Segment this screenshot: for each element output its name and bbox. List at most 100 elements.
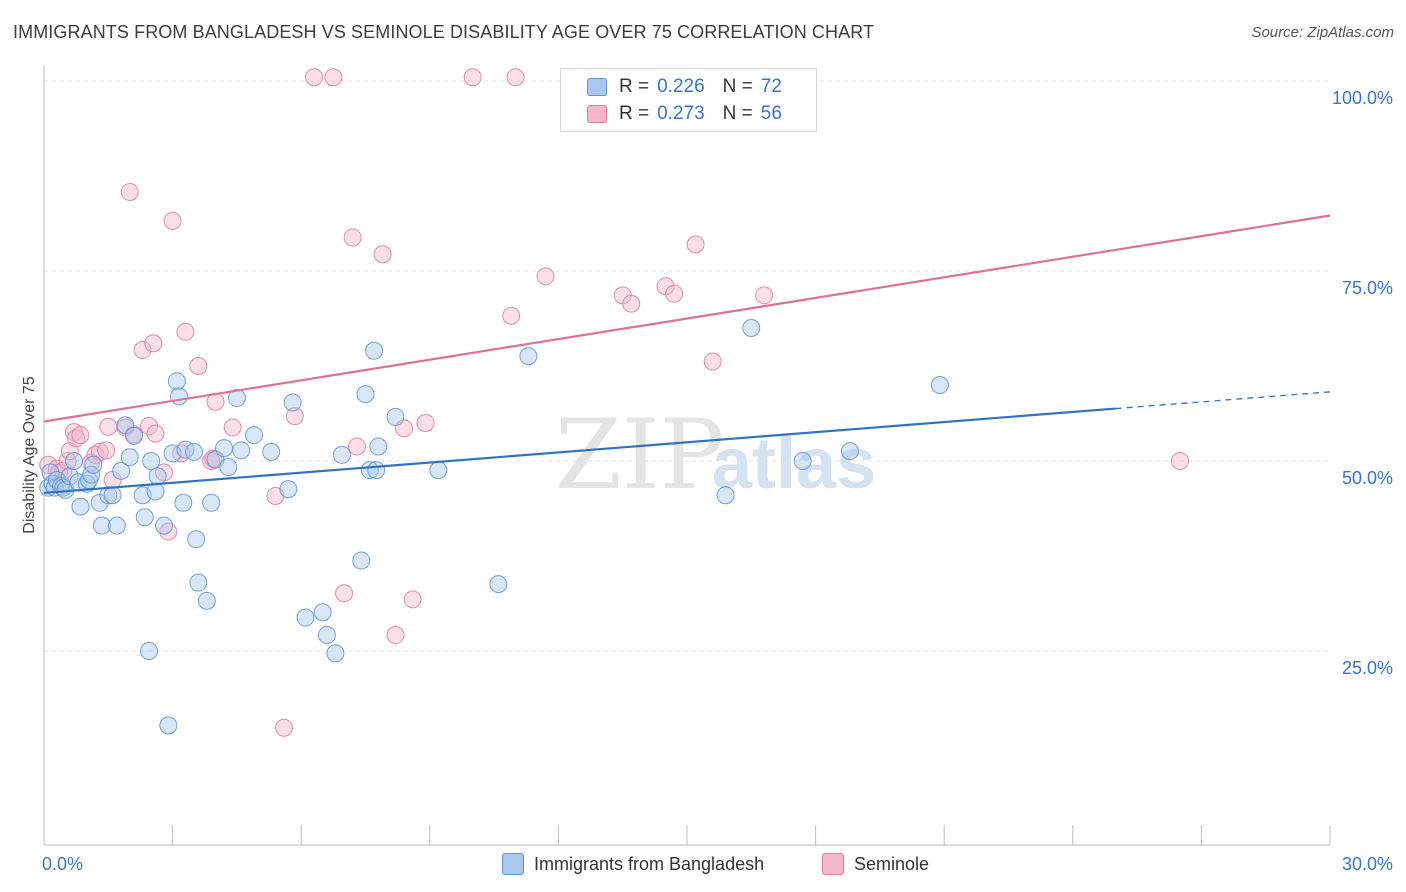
bangladesh-point [187,530,206,549]
seminole-point [622,294,641,313]
seminole-point [133,341,152,360]
bangladesh-point [386,407,405,426]
seminole-point [347,437,366,456]
bangladesh-point [185,442,204,461]
seminole-point [305,68,324,87]
bangladesh-point [429,461,448,480]
seminole-point [502,306,521,325]
seminole-point [703,352,722,371]
seminole-point [343,228,362,247]
seminole-point [373,245,392,264]
watermark-atlas: atlas [712,424,876,504]
bangladesh-point [219,458,238,477]
bangladesh-trend-extension [1115,391,1331,410]
bangladesh-point [367,461,386,480]
watermark-zip: ZIP [555,399,724,511]
bangladesh-point [356,385,375,404]
bottom-legend-swatch-pink [822,853,844,875]
source-credit: Source: ZipAtlas.com [1251,24,1394,41]
bottom-legend-label: Immigrants from Bangladesh [534,853,765,874]
bangladesh-point [148,467,167,486]
legend-r-value: 0.226 [657,76,705,97]
bangladesh-point [716,486,735,505]
bangladesh-point [120,448,139,467]
x-tick-label: 0.0% [42,854,83,874]
bangladesh-point [135,508,154,527]
bangladesh-trend-line [43,407,1116,495]
seminole-point [386,626,405,645]
bangladesh-point [197,591,216,610]
legend-r-label: R = [619,103,650,124]
seminole-point [416,414,435,432]
y-axis-label: Disability Age Over 75 [21,376,38,534]
seminole-point [99,417,118,436]
bangladesh-point [262,442,281,461]
trend-lines [43,214,1331,495]
x-tick-label: 30.0% [1342,854,1393,874]
seminole-point [324,68,343,87]
seminole-point [140,417,159,436]
bangladesh-point [365,341,384,360]
bangladesh-point [125,426,144,445]
bangladesh-point [103,486,122,505]
bangladesh-point [283,393,302,412]
seminole-point [755,286,774,305]
bangladesh-point [296,608,315,627]
bottom-legend-bangladesh: Immigrants from Bangladesh [502,852,764,876]
legend-row-bangladesh: R = 0.226 N = 72 [587,75,782,99]
seminole-point [176,322,195,341]
legend-r-label: R = [619,76,650,97]
bangladesh-point [155,516,174,535]
seminole-trend-line [43,214,1331,423]
legend-r-value: 0.273 [657,103,705,124]
bangladesh-point [112,461,131,480]
seminole-point [223,418,242,437]
seminole-point [163,211,182,230]
bangladesh-point [840,442,859,461]
bottom-legend-seminole: Seminole [822,852,929,876]
bangladesh-point [352,551,371,570]
watermark: ZIP atlas [555,399,876,511]
bangladesh-point [215,439,234,458]
legend-row-seminole: R = 0.273 N = 56 [587,102,782,126]
bangladesh-point [189,573,208,592]
seminole-point [506,68,525,87]
bangladesh-point [140,642,159,660]
axis-layer [43,65,1331,846]
bangladesh-point [227,388,246,407]
bangladesh-point [142,452,161,470]
bangladesh-point [332,445,351,464]
bangladesh-point [793,452,812,470]
legend-n-label: N = [722,76,753,97]
legend-n-value: 56 [760,103,782,124]
bangladesh-point [92,516,111,535]
bangladesh-point [317,626,336,645]
bangladesh-points [39,319,949,735]
bangladesh-point [170,387,189,406]
seminole-point [403,590,422,609]
y-tick-label: 50.0% [1342,468,1393,488]
bangladesh-point [71,497,90,516]
bangladesh-point [146,482,165,501]
bangladesh-point [232,441,251,460]
bangladesh-point [84,455,103,474]
stats-legend: R = 0.226 N = 72 R = 0.273 N = 56 [560,68,817,132]
seminole-point [189,357,208,375]
seminole-point [146,424,165,443]
bangladesh-point [107,516,126,535]
seminole-point [665,284,684,303]
bangladesh-point [167,372,186,391]
seminole-point [463,68,482,87]
seminole-point [686,235,705,254]
bangladesh-point [489,575,508,594]
bangladesh-point [202,493,221,512]
bangladesh-point [313,603,332,622]
bangladesh-point [174,493,193,512]
seminole-point [1170,452,1189,470]
bangladesh-point [245,426,264,445]
legend-n-label: N = [722,103,753,124]
seminole-point [71,426,90,445]
bangladesh-point [99,486,118,505]
seminole-point [285,407,304,426]
